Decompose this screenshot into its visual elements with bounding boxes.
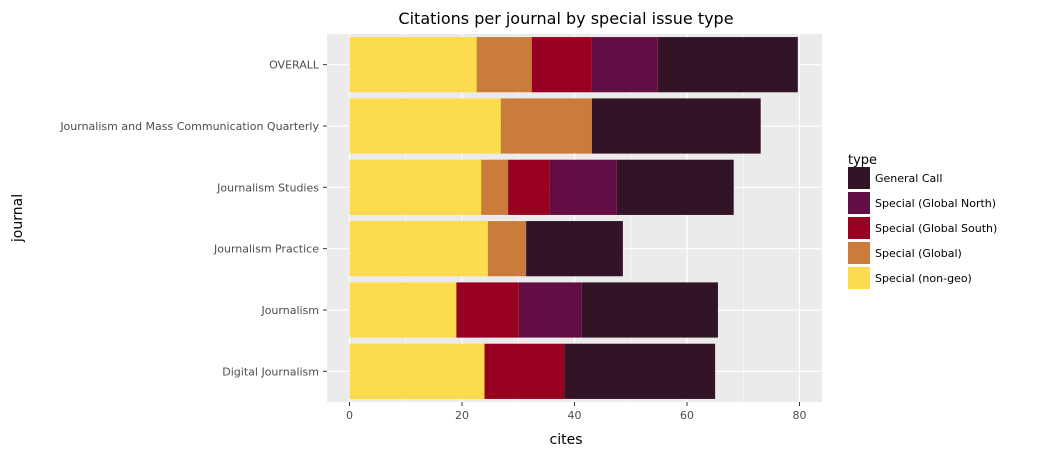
bar-segment (616, 159, 734, 215)
legend-label: Special (Global South) (875, 222, 997, 235)
x-tick-label: 60 (680, 409, 694, 422)
y-tick-label: Digital Journalism (222, 365, 319, 378)
bar-segment (349, 159, 482, 215)
bar-segment (657, 37, 798, 93)
chart-title: Citations per journal by special issue t… (398, 9, 733, 28)
bar-segment (349, 343, 485, 399)
legend: type General Call Special (Global North) S… (848, 153, 997, 289)
y-tick-label: Journalism Studies (216, 181, 319, 194)
y-tick-label: Journalism and Mass Communication Quarte… (59, 120, 319, 133)
bar-segment (349, 98, 501, 154)
x-tick-label: 0 (346, 409, 353, 422)
bar-segment (518, 282, 582, 338)
bar-segment (508, 159, 550, 215)
legend-title: type (848, 153, 877, 168)
x-tick-label: 80 (793, 409, 807, 422)
x-axis: 0 20 40 60 80 (346, 402, 807, 422)
x-axis-title: cites (550, 432, 583, 448)
legend-label: General Call (875, 172, 942, 185)
bar-segment (481, 159, 509, 215)
bar-segment (591, 98, 761, 154)
bar-segment (349, 282, 457, 338)
x-tick-label: 20 (455, 409, 469, 422)
bar-segment (564, 343, 716, 399)
legend-swatch (848, 242, 870, 264)
bar-segment (476, 37, 532, 93)
legend-swatch (848, 267, 870, 289)
legend-swatch (848, 192, 870, 214)
y-axis-title: journal (10, 194, 26, 243)
bar-segment (591, 37, 658, 93)
bar-segment (456, 282, 519, 338)
bar-segment (349, 221, 488, 277)
bar-segment (349, 37, 477, 93)
legend-swatch (848, 167, 870, 189)
bar-segment (526, 221, 623, 277)
legend-label: Special (Global) (875, 247, 962, 260)
bars-group (349, 37, 798, 399)
bar-segment (549, 159, 617, 215)
bar-segment (531, 37, 592, 93)
bar-segment (581, 282, 718, 338)
y-tick-label: Journalism Practice (213, 243, 319, 256)
bar-segment (484, 343, 565, 399)
bar-segment (487, 221, 527, 277)
y-axis: OVERALL Journalism and Mass Communication… (59, 59, 327, 378)
bar-segment (500, 98, 592, 154)
legend-swatch (848, 217, 870, 239)
x-tick-label: 40 (568, 409, 582, 422)
y-tick-label: OVERALL (269, 59, 320, 72)
y-tick-label: Journalism (260, 304, 319, 317)
legend-label: Special (Global North) (875, 197, 996, 210)
legend-label: Special (non-geo) (875, 272, 972, 285)
